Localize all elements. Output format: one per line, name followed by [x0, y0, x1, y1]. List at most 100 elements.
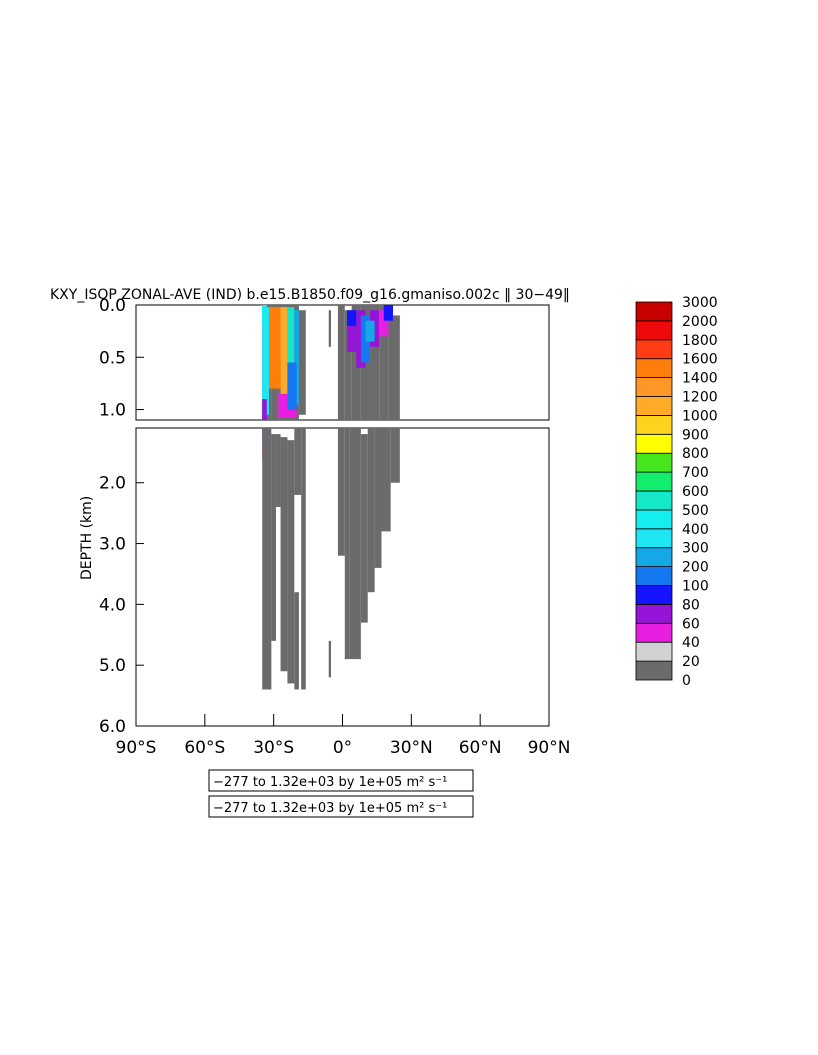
- legend-box-2: [208, 795, 474, 818]
- lower-panel: 2.0 3.0 4.0 5.0 6.0: [99, 427, 550, 737]
- colorbar-swatch: [635, 566, 673, 586]
- legend-boxes: −277 to 1.32e+03 by 1e+05 m² s⁻¹ −277 to…: [208, 769, 474, 818]
- upper-fill-cell: [370, 305, 380, 420]
- lower-fill-cell: [287, 440, 295, 684]
- y-tick-label: 0.5: [99, 348, 126, 368]
- upper-fill-cell: [383, 305, 393, 321]
- colorbar-swatch: [635, 509, 673, 530]
- colorbar-label: 20: [682, 654, 700, 670]
- upper-fill-cell: [328, 310, 332, 347]
- legend-text-2: −277 to 1.32e+03 by 1e+05 m² s⁻¹: [213, 801, 447, 816]
- colorbar-label: 1000: [682, 408, 718, 424]
- x-tick-label: 30°S: [253, 738, 294, 758]
- upper-panel: 0.0 0.5 1.0: [99, 296, 550, 421]
- upper-panel-axes: 0.0 0.5 1.0: [99, 296, 144, 421]
- x-tick-label: 60°S: [184, 738, 225, 758]
- upper-fill-cell: [287, 362, 297, 410]
- lower-fill-cell: [280, 437, 288, 672]
- colorbar-swatch: [635, 660, 673, 681]
- lower-fill-cell: [374, 428, 382, 568]
- colorbar-swatch: [635, 547, 673, 568]
- x-tick-label: 0°: [333, 738, 352, 758]
- colorbar-label: 1400: [682, 371, 718, 387]
- x-tick-label: 90°N: [528, 738, 571, 758]
- colorbar-label: 500: [682, 503, 709, 519]
- upper-fill-cell: [379, 310, 389, 337]
- y-tick-label: 4.0: [99, 595, 126, 615]
- upper-fill-cell: [347, 310, 357, 326]
- colorbar-swatch: [635, 301, 673, 322]
- y-tick-label: 0.0: [99, 296, 126, 316]
- lower-fill-cell: [360, 434, 368, 623]
- upper-panel-fill: [262, 305, 400, 420]
- lower-fill-cell: [275, 434, 281, 508]
- y-tick-label: 2.0: [99, 474, 126, 494]
- x-tick-label: 30°N: [390, 738, 433, 758]
- colorbar-swatch: [635, 452, 673, 473]
- upper-fill-cell: [262, 399, 267, 420]
- lower-fill-cell: [367, 428, 375, 593]
- colorbar-label: 2000: [682, 314, 718, 330]
- x-axis: 90°S 60°S 30°S 0° 30°N 60°N 90°N: [116, 714, 571, 758]
- upper-fill-cell: [356, 310, 366, 368]
- colorbar-label: 800: [682, 446, 709, 462]
- lower-fill-cell: [271, 434, 276, 641]
- x-tick-label: 90°S: [116, 738, 157, 758]
- upper-fill-cell: [337, 305, 345, 420]
- upper-fill-cell: [262, 307, 270, 415]
- chart-title: KXY_ISOP ZONAL-AVE (IND) b.e15.B1850.f09…: [50, 287, 570, 303]
- colorbar-label: 80: [682, 597, 700, 613]
- y-axis-label: DEPTH (km): [79, 496, 95, 580]
- y-tick-label: 5.0: [99, 656, 126, 676]
- x-tick-label: 60°N: [459, 738, 502, 758]
- colorbar-swatch: [635, 339, 673, 360]
- upper-fill-cell: [262, 305, 267, 326]
- colorbar-swatch: [635, 528, 673, 549]
- upper-fill-cell: [379, 305, 389, 420]
- upper-fill-cell: [280, 307, 288, 405]
- colorbar-label: 300: [682, 541, 709, 557]
- colorbar-label: 600: [682, 484, 709, 500]
- colorbar-label: 400: [682, 522, 709, 538]
- colorbar-swatch: [635, 622, 673, 643]
- legend-box-1: [208, 769, 474, 792]
- y-tick-label: 1.0: [99, 401, 126, 421]
- lower-fill-cell: [301, 428, 306, 690]
- colorbar-label: 1600: [682, 352, 718, 368]
- colorbar-label: 700: [682, 465, 709, 481]
- lower-fill-cell: [349, 428, 361, 660]
- colorbar-label: 100: [682, 579, 709, 595]
- colorbar-label: 1200: [682, 390, 718, 406]
- y-tick-label: 6.0: [99, 717, 126, 737]
- colorbar-swatch: [635, 414, 673, 435]
- lower-fill-cell: [262, 428, 272, 690]
- colorbar-swatch: [635, 585, 673, 605]
- lower-fill-cell: [328, 640, 332, 678]
- colorbar-swatch: [635, 641, 673, 662]
- upper-fill-cell: [365, 320, 375, 342]
- colorbar-label: 40: [682, 635, 700, 651]
- colorbar-swatch: [635, 490, 673, 511]
- lower-fill-cell: [294, 592, 299, 690]
- colorbar: 0 20 40 60 80 100 200 300 400 500 600 700 800 900 1000…: [635, 295, 718, 689]
- colorbar-swatch: [635, 320, 673, 341]
- upper-fill-cell: [344, 310, 352, 420]
- colorbar-swatch: [635, 471, 673, 492]
- colorbar-swatch: [635, 433, 673, 454]
- lower-fill-cell: [381, 428, 391, 532]
- upper-fill-cell: [287, 307, 295, 410]
- lower-fill-cell: [390, 428, 400, 483]
- legend-text-1: −277 to 1.32e+03 by 1e+05 m² s⁻¹: [213, 775, 447, 790]
- upper-fill-cell: [269, 307, 281, 389]
- y-tick-label: 3.0: [99, 535, 126, 555]
- upper-fill-cell: [298, 310, 306, 415]
- colorbar-label: 60: [682, 616, 700, 632]
- colorbar-swatch: [635, 358, 673, 379]
- lower-fill-cell: [344, 428, 350, 660]
- lower-panel-fill: [262, 428, 400, 690]
- lower-fill-cell: [294, 428, 302, 495]
- colorbar-swatch: [635, 377, 673, 397]
- lower-fill-cell: [337, 428, 345, 556]
- colorbar-swatch: [635, 396, 673, 416]
